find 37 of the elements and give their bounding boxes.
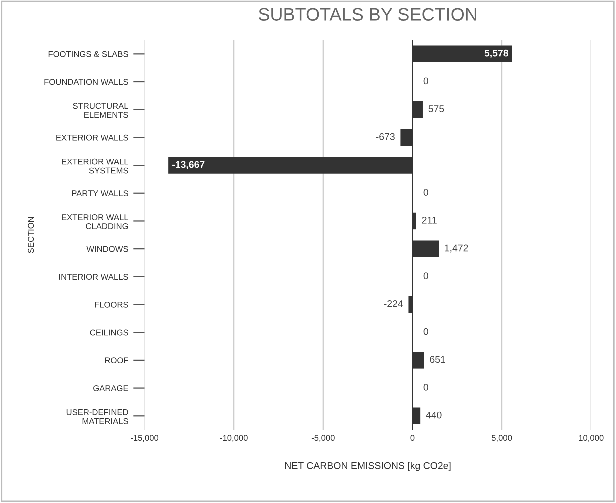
y-tick-label: STRUCTURAL ELEMENTS — [73, 103, 129, 118]
y-tick-label: EXTERIOR WALLS — [56, 134, 128, 141]
data-label: 5,578 — [484, 50, 508, 58]
x-tick-label: 5,000 — [492, 435, 512, 442]
y-tick-label: EXTERIOR WALL CLADDING — [62, 214, 129, 230]
y-tick-label: FLOORS — [95, 302, 128, 308]
data-label: 0 — [424, 272, 428, 280]
y-tick-label: ROOF — [105, 358, 128, 364]
y-tick-label: PARTY WALLS — [72, 190, 128, 196]
y-axis-title: SECTION — [28, 217, 34, 254]
x-tick-label: -15,000 — [131, 435, 159, 442]
x-tick-label: 0 — [410, 435, 415, 442]
data-label: 1,472 — [445, 244, 468, 253]
data-label: -13,667 — [172, 161, 205, 170]
data-label: 440 — [426, 412, 442, 419]
x-tick-label: -5,000 — [312, 435, 335, 442]
chart-title: SUBTOTALS BY SECTION — [259, 8, 476, 21]
x-tick-label: -10,000 — [220, 435, 248, 442]
data-label: 0 — [424, 78, 428, 85]
y-tick-label: FOOTINGS & SLABS — [48, 51, 128, 58]
x-axis-title: NET CARBON EMISSIONS [kg CO2e] — [285, 462, 451, 472]
data-label: -224 — [384, 300, 404, 308]
x-tick-label: 10,000 — [579, 435, 604, 442]
y-tick-label: USER-DEFINED MATERIALS — [66, 409, 128, 424]
data-label: 651 — [430, 356, 446, 364]
y-tick-label: EXTERIOR WALL SYSTEMS — [62, 158, 129, 174]
data-label: 0 — [424, 189, 428, 196]
data-label: 0 — [424, 328, 428, 336]
data-label: 0 — [424, 384, 428, 391]
y-tick-label: CEILINGS — [90, 330, 128, 336]
y-tick-label: GARAGE — [94, 386, 128, 392]
y-tick-label: INTERIOR WALLS — [59, 274, 128, 280]
data-label: -673 — [376, 133, 395, 140]
data-label: 575 — [428, 106, 444, 112]
data-label: 211 — [422, 216, 437, 224]
y-tick-label: FOUNDATION WALLS — [44, 79, 128, 86]
y-tick-label: WINDOWS — [86, 246, 128, 252]
